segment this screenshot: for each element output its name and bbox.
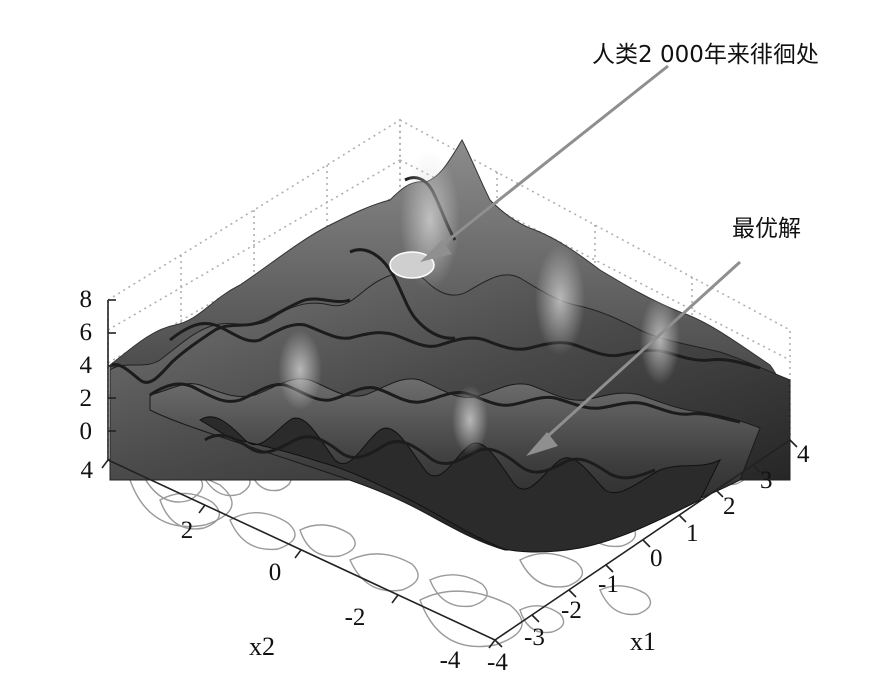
x2-tick-label: 0 [269,559,282,586]
annotation-arrow-local [420,64,669,262]
z-tick-label: 2 [80,385,93,412]
z-tick-label: 4 [80,352,93,379]
x1-tick-label: 2 [723,493,736,520]
z-tick-label: 0 [80,418,93,445]
local-optimum-marker [389,251,435,279]
annotation-arrow-optimum [526,260,742,456]
x1-tick-label: -4 [487,649,508,676]
z-tick-label: 8 [80,286,93,313]
annotation-optimum-label: 最优解 [732,216,801,242]
x2-tick-label: 4 [81,457,94,484]
x1-tick-label: 3 [760,467,773,494]
x1-tick-label: 1 [686,520,699,547]
x1-tick-label: -2 [561,597,582,624]
surface [109,138,791,553]
x2-tick-label: -2 [345,604,366,631]
x1-tick-label: -1 [598,571,619,598]
x2-tick-label: 2 [181,517,194,544]
x1-tick-label: 4 [797,441,810,468]
x2-axis: 4 2 0 -2 -4 x2 [81,457,496,674]
z-tick-label: 6 [80,319,93,346]
x2-axis-title: x2 [249,632,275,661]
x1-axis-title: x1 [630,627,656,656]
x2-tick-label: -4 [440,647,461,674]
surface-front-ripples [199,416,722,553]
axes-frame [107,300,791,641]
z-axis: 8 6 4 2 0 [80,286,116,445]
x1-tick-label: -3 [524,624,545,651]
x1-tick-label: 0 [650,545,663,572]
annotation-local-label: 人类2 000年来徘徊处 [592,42,819,68]
x1-axis: -4 -3 -2 -1 0 1 2 3 4 x1 [487,439,810,676]
